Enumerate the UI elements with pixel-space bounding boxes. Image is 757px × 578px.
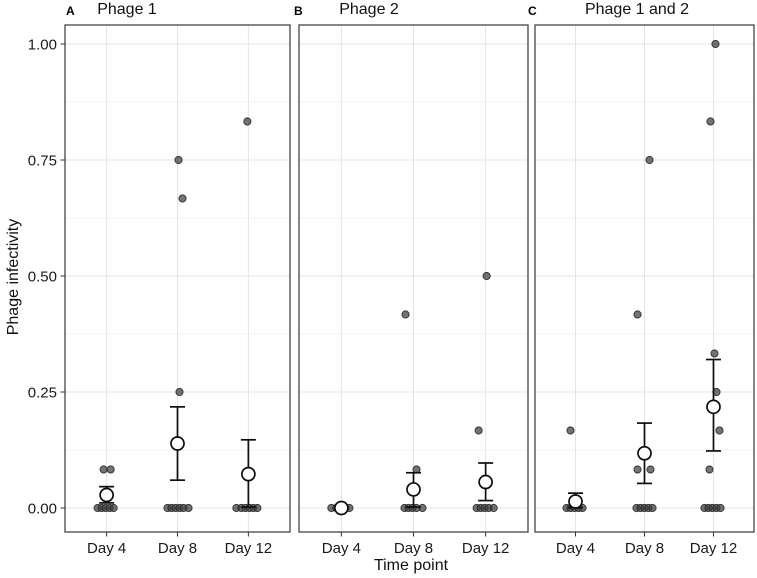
x-tick-label: Day 12 xyxy=(462,540,510,557)
data-point xyxy=(633,310,642,319)
data-point xyxy=(566,426,575,435)
x-tick-label: Day 12 xyxy=(225,540,273,557)
data-point xyxy=(705,465,714,474)
x-tick-label: Day 12 xyxy=(690,540,738,557)
data-point xyxy=(645,155,654,165)
x-tick-label: Day 8 xyxy=(625,540,664,557)
panel-border xyxy=(64,24,291,533)
data-point xyxy=(711,39,720,49)
y-tick-label: 1.00 xyxy=(28,37,57,54)
x-tick-label: Day 4 xyxy=(87,540,126,557)
panel-title-phage-1: Phage 1 xyxy=(97,1,157,18)
data-point xyxy=(106,465,115,474)
mean-point xyxy=(637,445,652,461)
x-axis-title: Time point xyxy=(373,557,449,574)
y-axis-title: Phage infectivity xyxy=(5,218,22,336)
data-point xyxy=(474,426,483,435)
y-tick-label: 0.50 xyxy=(28,269,57,286)
mean-point xyxy=(99,487,114,503)
y-tick-label: 0.00 xyxy=(28,501,57,518)
panel-border xyxy=(534,24,755,533)
data-point xyxy=(243,117,252,126)
data-point xyxy=(716,503,725,513)
data-point xyxy=(109,503,118,513)
panel-title-phage-2: Phage 2 xyxy=(339,1,399,18)
data-point xyxy=(710,349,719,358)
panel-letter-b: B xyxy=(294,4,303,18)
panel-title-phage-1-and-2: Phage 1 and 2 xyxy=(584,1,690,18)
data-point xyxy=(482,271,491,281)
data-point xyxy=(175,387,184,397)
mean-point xyxy=(241,466,256,482)
mean-point xyxy=(478,474,493,490)
data-point xyxy=(253,503,262,513)
data-point xyxy=(401,310,410,319)
mean-point xyxy=(706,399,721,415)
panel-letter-c: C xyxy=(528,4,537,18)
x-tick-label: Day 4 xyxy=(322,540,361,557)
data-point xyxy=(174,155,183,165)
data-point xyxy=(648,503,657,513)
data-point xyxy=(418,503,427,513)
panel-letter-a: A xyxy=(66,4,75,18)
x-tick-label: Day 8 xyxy=(394,540,433,557)
panel-border xyxy=(298,24,529,533)
data-point xyxy=(184,503,193,513)
data-point xyxy=(715,426,724,435)
mean-point xyxy=(334,500,349,516)
data-point xyxy=(99,465,108,474)
x-tick-label: Day 8 xyxy=(158,540,197,557)
data-point xyxy=(706,117,715,126)
data-point xyxy=(489,503,498,513)
mean-point xyxy=(170,436,185,451)
data-point xyxy=(178,194,187,203)
y-tick-label: 0.75 xyxy=(28,153,57,170)
data-point xyxy=(646,465,655,474)
y-tick-label: 0.25 xyxy=(28,385,57,402)
mean-point xyxy=(568,494,583,509)
x-tick-label: Day 4 xyxy=(556,540,595,557)
mean-point xyxy=(406,482,421,497)
data-point xyxy=(633,465,642,474)
